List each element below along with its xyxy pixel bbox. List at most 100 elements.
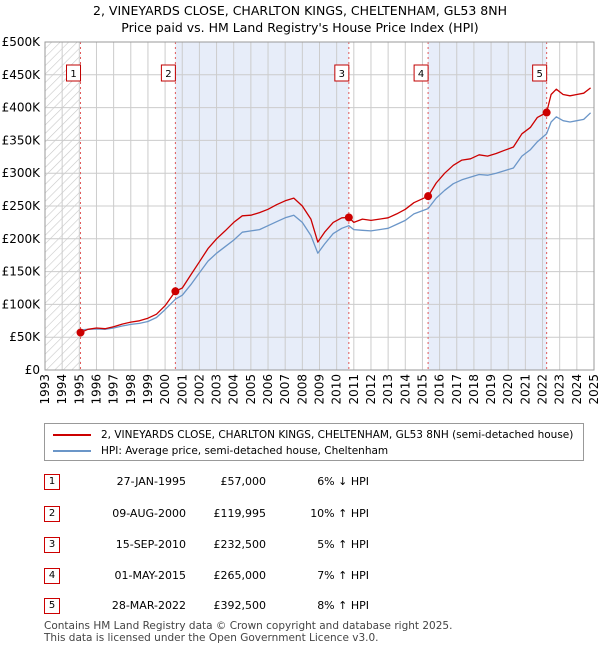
- footer: Contains HM Land Registry data © Crown c…: [44, 620, 452, 644]
- x-tick-label: 2010: [330, 374, 344, 405]
- x-tick-label: 2009: [313, 374, 327, 405]
- x-tick-label: 2003: [210, 374, 224, 405]
- sale-label-number: 2: [165, 69, 171, 80]
- price-chart: £0 £50K £100K £150K £200K £250K £300K £350K £400…: [2, 35, 600, 405]
- x-tick-label: 1996: [89, 374, 103, 405]
- sale-hpi-diff: 5% ↑ HPI: [317, 538, 369, 551]
- sale-marker: [76, 328, 85, 337]
- sale-number-badge: 5: [44, 598, 60, 614]
- x-tick-label: 1999: [141, 374, 155, 405]
- x-tick-label: 1994: [55, 374, 69, 405]
- legend-label-property: 2, VINEYARDS CLOSE, CHARLTON KINGS, CHEL…: [101, 429, 574, 441]
- sale-label-box: [66, 64, 82, 82]
- x-tick-label: 2006: [261, 374, 275, 405]
- x-tick-label: 1998: [124, 374, 138, 405]
- sale-date: 09-AUG-2000: [112, 507, 186, 520]
- sale-row: 4 01-MAY-2015 £265,000 7% ↑ HPI: [44, 568, 584, 586]
- legend-swatch-property: [53, 434, 91, 436]
- y-tick-label: £100K: [2, 297, 42, 311]
- x-tick-label: 2008: [295, 374, 309, 405]
- y-tick-label: £450K: [2, 68, 42, 82]
- y-tick-label: £300K: [2, 166, 42, 180]
- sale-label-box: [532, 64, 548, 82]
- y-tick-label: £200K: [2, 232, 42, 246]
- x-tick-label: 2004: [227, 374, 241, 405]
- sale-date: 27-JAN-1995: [116, 475, 186, 488]
- sale-marker: [542, 108, 551, 117]
- sale-row: 5 28-MAR-2022 £392,500 8% ↑ HPI: [44, 598, 584, 616]
- sale-hpi-diff: 10% ↑ HPI: [310, 507, 369, 520]
- sale-number-badge: 3: [44, 537, 60, 553]
- legend-label-hpi: HPI: Average price, semi-detached house,…: [101, 445, 389, 457]
- x-tick-label: 2022: [536, 374, 550, 405]
- sale-label-number: 3: [339, 69, 345, 80]
- sale-row: 2 09-AUG-2000 £119,995 10% ↑ HPI: [44, 506, 584, 524]
- sale-hpi-diff: 6% ↓ HPI: [317, 475, 369, 488]
- y-tick-label: £500K: [2, 35, 42, 49]
- x-tick-label: 2014: [398, 374, 412, 405]
- x-tick-label: 2013: [381, 374, 395, 405]
- x-tick-label: 1995: [72, 374, 86, 405]
- sale-number-badge: 4: [44, 568, 60, 584]
- x-tick-label: 2017: [450, 374, 464, 405]
- footer-copyright: Contains HM Land Registry data © Crown c…: [44, 620, 453, 632]
- sale-hpi-diff: 8% ↑ HPI: [317, 599, 369, 612]
- x-tick-label: 2021: [518, 374, 532, 405]
- footer-licence: This data is licensed under the Open Gov…: [44, 632, 379, 644]
- y-tick-label: £400K: [2, 101, 42, 115]
- sale-number-badge: 2: [44, 506, 60, 522]
- x-tick-label: 2015: [415, 374, 429, 405]
- sale-hpi-diff: 7% ↑ HPI: [317, 569, 369, 582]
- legend-item-property: 2, VINEYARDS CLOSE, CHARLTON KINGS, CHEL…: [53, 428, 573, 442]
- hpi-line: [79, 112, 592, 331]
- sale-marker: [424, 192, 433, 201]
- x-tick-label: 2023: [553, 374, 567, 405]
- x-tick-label: 2005: [244, 374, 258, 405]
- sale-date: 28-MAR-2022: [111, 599, 186, 612]
- legend-swatch-hpi: [53, 450, 91, 452]
- legend-item-hpi: HPI: Average price, semi-detached house,…: [53, 444, 388, 458]
- chart-title-line1: 2, VINEYARDS CLOSE, CHARLTON KINGS, CHEL…: [93, 3, 507, 18]
- sale-date: 15-SEP-2010: [115, 538, 186, 551]
- sale-row: 3 15-SEP-2010 £232,500 5% ↑ HPI: [44, 537, 584, 555]
- x-tick-label: 1993: [38, 374, 52, 405]
- y-tick-label: £350K: [2, 133, 42, 147]
- x-tick-label: 2024: [570, 374, 584, 405]
- chart-title: 2, VINEYARDS CLOSE, CHARLTON KINGS, CHEL…: [0, 2, 600, 36]
- sale-number-badge: 1: [44, 474, 60, 490]
- x-tick-label: 1997: [107, 374, 121, 405]
- sale-price: £232,500: [213, 538, 267, 551]
- x-tick-label: 2012: [364, 374, 378, 405]
- x-tick-label: 2000: [158, 374, 172, 405]
- x-tick-label: 2001: [175, 374, 189, 405]
- property-price-line: [80, 87, 591, 334]
- x-tick-label: 2016: [433, 374, 447, 405]
- chart-title-line2: Price paid vs. HM Land Registry's House …: [121, 20, 479, 35]
- sale-row: 1 27-JAN-1995 £57,000 6% ↓ HPI: [44, 474, 584, 492]
- x-tick-label: 2002: [192, 374, 206, 405]
- sale-date: 01-MAY-2015: [114, 569, 186, 582]
- y-tick-label: £0: [25, 363, 40, 377]
- y-tick-label: £50K: [9, 330, 41, 344]
- x-tick-label: 2025: [587, 374, 600, 405]
- sale-label-number: 5: [536, 69, 542, 80]
- sale-marker: [171, 287, 180, 296]
- sale-price: £265,000: [213, 569, 267, 582]
- legend: 2, VINEYARDS CLOSE, CHARLTON KINGS, CHEL…: [44, 423, 584, 461]
- sale-price: £392,500: [213, 599, 267, 612]
- x-tick-label: 2019: [484, 374, 498, 405]
- plot-frame: [44, 41, 595, 371]
- sale-price: £119,995: [213, 507, 267, 520]
- sale-label-number: 1: [70, 69, 76, 80]
- x-tick-label: 2011: [347, 374, 361, 405]
- sale-label-box: [160, 64, 176, 82]
- x-tick-label: 2018: [467, 374, 481, 405]
- sale-marker: [344, 213, 353, 222]
- y-tick-label: £250K: [2, 199, 42, 213]
- sale-price: £57,000: [220, 475, 267, 488]
- x-tick-label: 2020: [501, 374, 515, 405]
- y-tick-label: £150K: [2, 265, 42, 279]
- sale-label-box: [413, 64, 429, 82]
- sale-label-box: [334, 64, 350, 82]
- sale-label-number: 4: [418, 69, 424, 80]
